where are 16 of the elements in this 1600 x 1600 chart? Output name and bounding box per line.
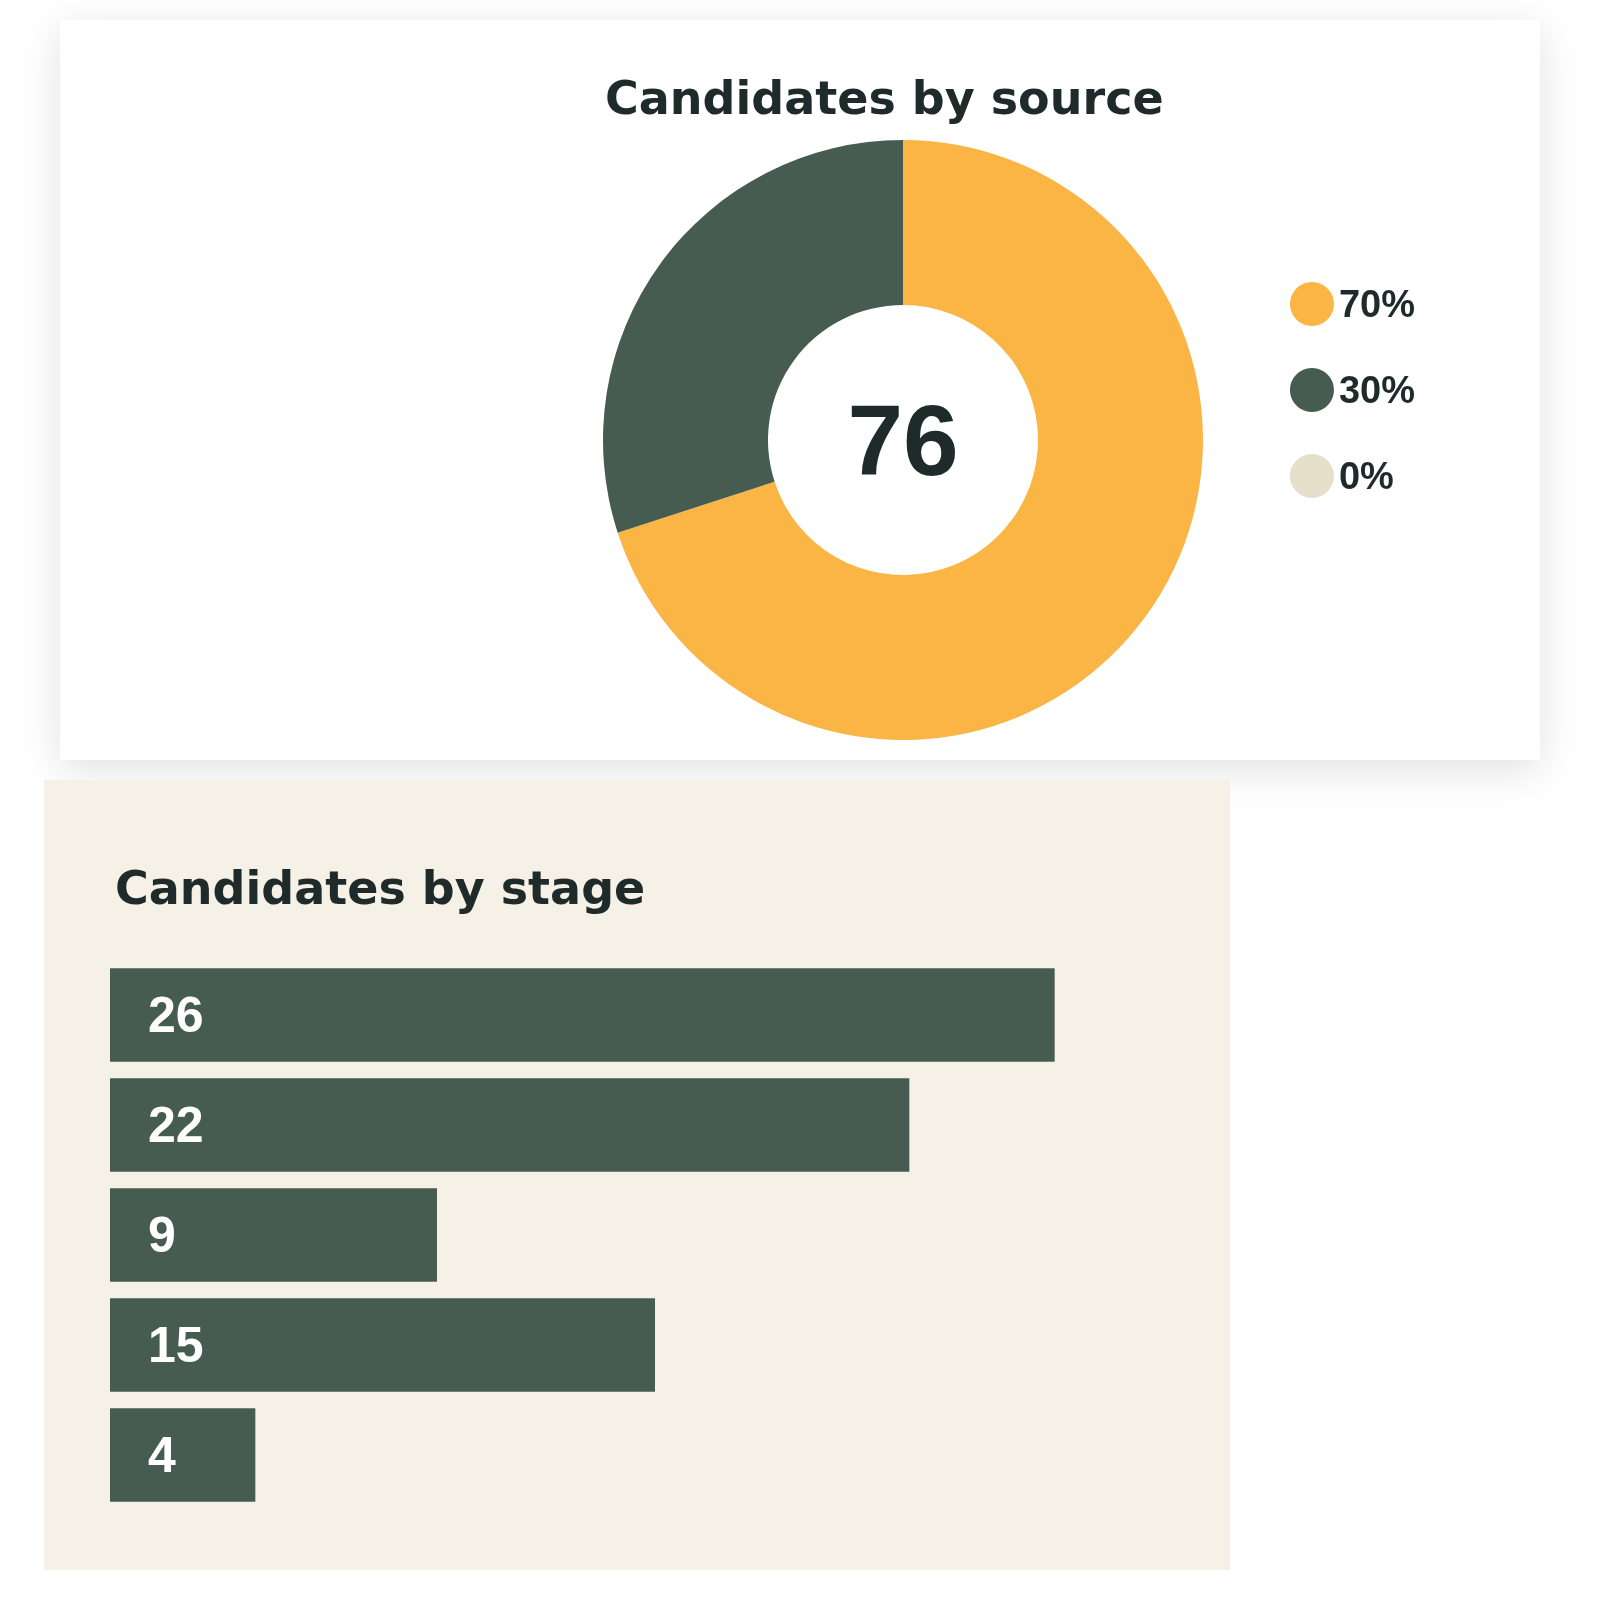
chart-title: Candidates by source [605, 71, 1164, 125]
legend-label: 30% [1338, 369, 1416, 411]
bar [110, 1298, 655, 1392]
data-label: 9 [148, 1207, 176, 1263]
bar [110, 968, 1055, 1062]
data-label: 26 [148, 987, 204, 1043]
data-label: 22 [148, 1097, 204, 1153]
data-label: 4 [148, 1427, 176, 1483]
text: 76 [847, 384, 959, 496]
bar [110, 1078, 910, 1172]
bar [110, 1408, 256, 1502]
chart-title: Candidates by stage [115, 861, 646, 915]
bar [110, 1188, 437, 1282]
legend-label: 0% [1338, 455, 1394, 497]
legend-label: 70% [1338, 283, 1416, 325]
data-label: 15 [148, 1317, 204, 1373]
